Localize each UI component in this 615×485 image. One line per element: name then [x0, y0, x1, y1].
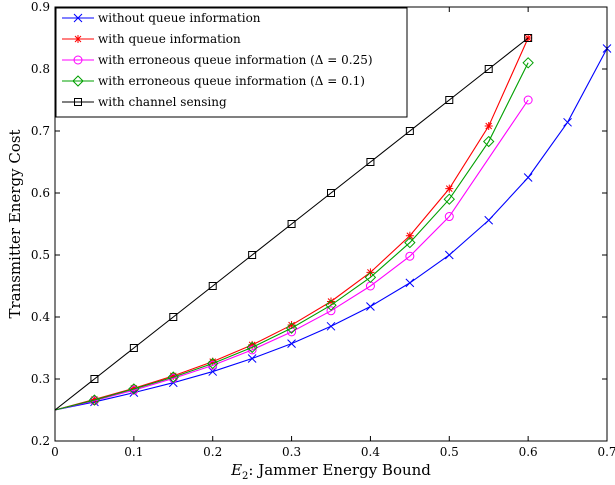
- data-point: [484, 215, 494, 225]
- data-point: [443, 193, 455, 205]
- data-point: [445, 96, 454, 104]
- x-axis-label-subscript: 2: [242, 471, 248, 482]
- legend-label: without queue information: [98, 11, 261, 25]
- data-point: [364, 271, 377, 284]
- x-axis-label-symbol: E: [230, 461, 242, 479]
- series-layer: [54, 34, 612, 411]
- y-tick-label: 0.2: [31, 434, 50, 448]
- data-point: [327, 189, 335, 197]
- y-tick-label: 0.9: [31, 0, 50, 14]
- legend-marker: [73, 55, 83, 65]
- x-tick-label: 0.7: [597, 445, 615, 459]
- data-point: [90, 395, 99, 404]
- data-point: [169, 371, 178, 380]
- y-tick-label: 0.4: [31, 310, 50, 324]
- data-point: [285, 322, 298, 334]
- x-axis-label: E2: Jammer Energy Bound: [230, 461, 431, 482]
- data-point: [327, 297, 335, 306]
- data-point: [523, 95, 533, 105]
- data-point: [207, 357, 219, 370]
- data-point: [246, 341, 258, 354]
- data-point: [247, 345, 257, 355]
- data-point: [405, 278, 415, 288]
- data-point: [563, 117, 572, 127]
- data-point: [524, 34, 533, 42]
- legend-label: with erroneous queue information (Δ = 0.…: [98, 74, 365, 88]
- data-point: [287, 339, 296, 349]
- legend-item: with channel sensing: [62, 95, 227, 109]
- x-tick-label: 0: [51, 445, 59, 459]
- legend-item: with erroneous queue information (Δ = 0.…: [62, 74, 365, 88]
- series-4: [54, 34, 533, 411]
- data-point: [167, 371, 179, 383]
- data-point: [404, 236, 416, 249]
- y-tick-label: 0.3: [31, 372, 50, 386]
- y-tick-label: 0.8: [31, 62, 50, 76]
- x-tick-label: 0.4: [361, 445, 380, 459]
- x-tick-label: 0.5: [440, 445, 459, 459]
- data-point: [405, 251, 415, 261]
- series-line: [54, 37, 529, 411]
- legend-label: with channel sensing: [98, 95, 227, 109]
- data-point: [128, 383, 140, 395]
- data-point: [326, 306, 336, 316]
- data-point: [444, 250, 454, 260]
- legend-marker: [73, 13, 83, 23]
- x-tick-label: 0.3: [282, 445, 301, 459]
- data-point: [405, 231, 414, 240]
- series-3: [54, 57, 534, 411]
- data-point: [522, 57, 534, 69]
- data-point: [366, 302, 375, 311]
- data-point: [88, 394, 101, 406]
- data-point: [444, 212, 454, 222]
- legend-marker: [72, 75, 84, 87]
- y-axis-label: Transmitter Energy Cost: [6, 129, 24, 318]
- data-point: [326, 321, 336, 331]
- legend-box: [55, 7, 408, 118]
- tick-layer: 0 0.1 0.2 0.3 0.4 0.5 0.6 0.7 0.2 0.3 0.4 0.5 0.6 0.7…: [31, 0, 615, 459]
- x-axis-label-text: : Jammer Energy Bound: [248, 461, 431, 479]
- x-tick-label: 0.6: [519, 445, 538, 459]
- legend-label: with erroneous queue information (Δ = 0.…: [98, 53, 373, 67]
- data-point: [524, 34, 533, 42]
- legend-label: with queue information: [98, 32, 241, 46]
- legend-item: with queue information: [62, 32, 241, 46]
- data-point: [129, 344, 138, 352]
- data-point: [405, 127, 414, 135]
- x-tick-label: 0.2: [203, 445, 222, 459]
- legend-item: with erroneous queue information (Δ = 0.…: [62, 53, 373, 67]
- x-tick-label: 0.1: [124, 445, 143, 459]
- series-0: [54, 44, 612, 411]
- data-point: [208, 282, 217, 290]
- data-point: [484, 122, 493, 131]
- data-point: [129, 384, 138, 393]
- series-line: [54, 99, 529, 411]
- legend-marker: [74, 35, 82, 43]
- data-point: [287, 220, 296, 228]
- data-point: [484, 65, 493, 73]
- data-point: [523, 173, 533, 182]
- data-point: [90, 375, 99, 383]
- y-tick-label: 0.7: [31, 124, 50, 138]
- data-point: [248, 251, 257, 259]
- legend-item: without queue information: [62, 11, 261, 25]
- data-point: [325, 299, 337, 311]
- data-point: [483, 135, 495, 148]
- legend-marker: [74, 98, 82, 106]
- data-point: [247, 354, 257, 363]
- legend: without queue information with queue info…: [55, 7, 408, 118]
- y-tick-label: 0.6: [31, 186, 50, 200]
- y-tick-label: 0.5: [31, 248, 50, 262]
- series-line: [54, 62, 529, 411]
- plot-frame: [54, 6, 608, 442]
- data-point: [366, 158, 375, 166]
- data-point: [445, 184, 454, 193]
- data-point: [248, 340, 257, 349]
- data-point: [169, 313, 178, 321]
- data-point: [287, 321, 296, 330]
